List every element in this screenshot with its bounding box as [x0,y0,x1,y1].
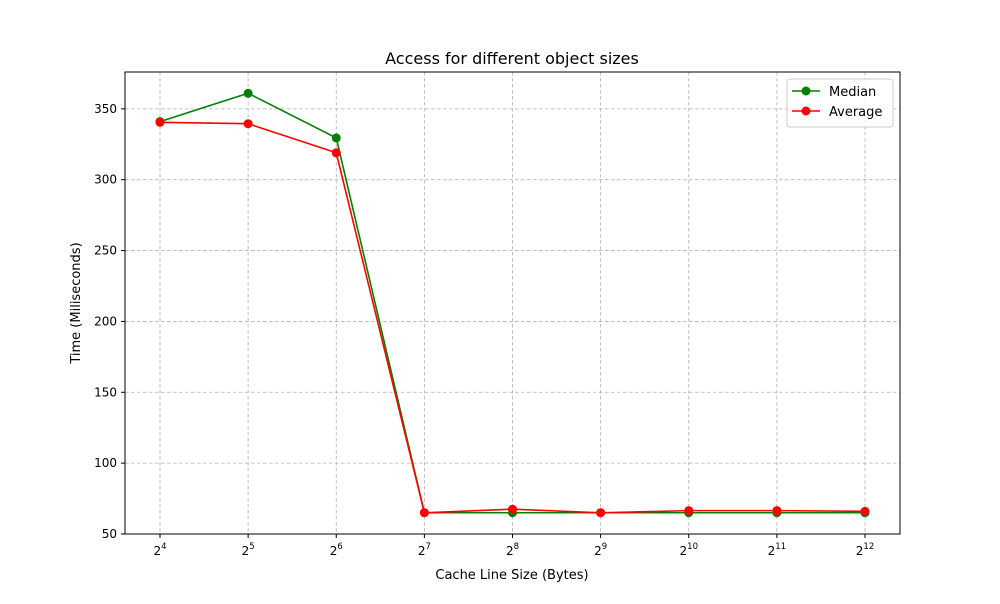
legend-label: Average [829,105,882,120]
y-tick-label: 250 [94,244,117,258]
data-point [860,506,870,516]
x-axis-label: Cache Line Size (Bytes) [435,568,588,583]
x-tick-label: 28 [506,542,519,558]
x-tick-label: 27 [418,542,431,558]
series-average [155,117,870,518]
x-tick-label: 25 [242,542,255,558]
y-axis-label: Time (Miliseconds) [69,242,84,364]
legend: Median Average [786,78,894,128]
y-tick-label: 350 [94,102,117,116]
data-point [155,117,165,127]
y-tick-label: 100 [94,456,117,470]
legend-swatch-marker [801,106,811,116]
chart-title: Access for different object sizes [385,49,639,68]
x-tick-label: 211 [768,542,786,558]
y-tick-label: 300 [94,173,117,187]
data-point [419,508,429,518]
data-point [772,506,782,516]
data-point [243,119,253,129]
data-point [684,506,694,516]
grid-lines [125,72,900,535]
y-axis-ticks: 50 100 150 200 250 300 350 [94,102,125,541]
x-tick-label: 210 [680,542,698,558]
data-point [596,508,606,518]
x-axis-ticks: 24 25 26 27 28 29 210 211 212 [153,534,874,558]
legend-swatch-marker [801,86,811,96]
legend-label: Median [829,85,876,100]
x-tick-label: 24 [153,542,166,558]
x-tick-label: 212 [856,542,874,558]
legend-item: Median [792,85,876,100]
series-layer [155,88,870,518]
y-tick-label: 50 [102,527,117,541]
data-point [331,148,341,158]
x-tick-label: 26 [330,542,343,558]
y-tick-label: 200 [94,314,117,328]
data-point [243,88,253,98]
data-point [331,133,341,143]
x-tick-label: 29 [594,542,607,558]
data-point [508,504,517,514]
y-tick-label: 150 [94,385,117,399]
legend-item: Average [792,105,882,120]
